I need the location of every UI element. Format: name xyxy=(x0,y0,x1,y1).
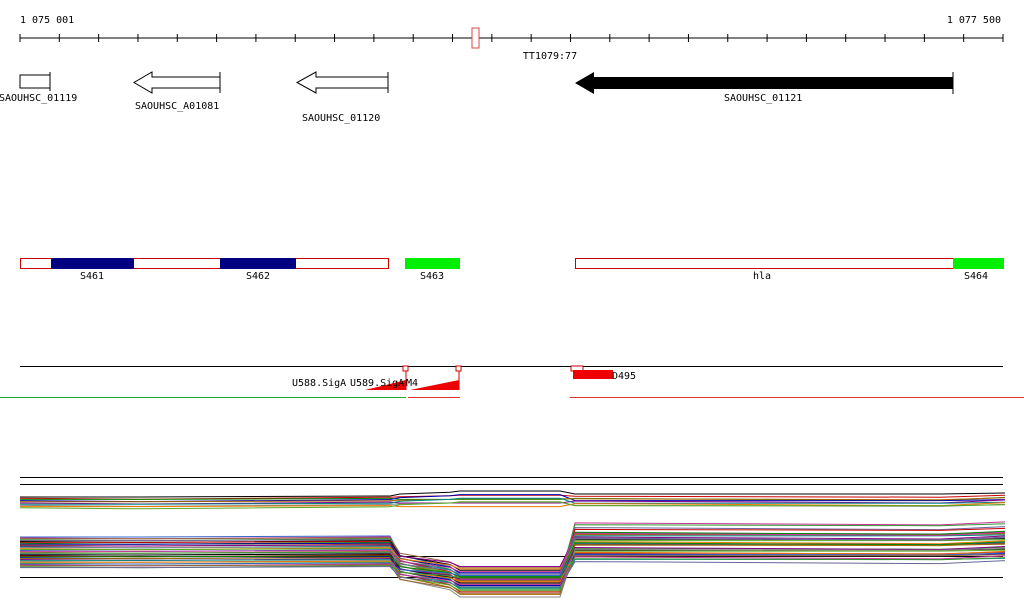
expression-trace xyxy=(20,531,1006,573)
gene-arrow xyxy=(575,72,953,94)
region xyxy=(405,258,460,269)
region-outline xyxy=(575,258,1004,269)
gene-label: SAOUHSC_01119 xyxy=(0,93,77,104)
signal-label: M4 xyxy=(406,378,418,389)
signal-triangle xyxy=(365,380,406,390)
region-label: S461 xyxy=(80,271,104,282)
ruler-start: 1 075 001 xyxy=(20,15,74,26)
expression-trace xyxy=(20,554,1006,594)
signal-tick xyxy=(455,365,462,372)
signal-tick xyxy=(402,365,409,372)
signal-box xyxy=(573,370,613,379)
region xyxy=(51,258,134,269)
expression-trace xyxy=(19,494,1006,503)
expression-trace xyxy=(20,535,1006,567)
expression-trace xyxy=(19,501,1006,510)
expression-trace xyxy=(20,552,1006,576)
gene-label: SAOUHSC_A01081 xyxy=(135,101,219,112)
gene-box xyxy=(19,74,51,89)
gene-arrow xyxy=(295,71,389,94)
gene-arrow xyxy=(133,71,221,94)
expression-trace xyxy=(20,490,1006,498)
signal-label: U589.SigA xyxy=(350,378,404,389)
expression-trace xyxy=(20,550,1006,583)
region-label: hla xyxy=(753,271,771,282)
ruler-end: 1 077 500 xyxy=(947,15,1001,26)
signal-label: U588.SigA xyxy=(292,378,346,389)
ruler-ticks xyxy=(19,34,1004,42)
signal-label: D495 xyxy=(612,371,636,382)
signal-triangle xyxy=(410,380,459,390)
region-label: S462 xyxy=(246,271,270,282)
expression-trace xyxy=(20,497,1006,505)
marker-label: TT1079:77 xyxy=(523,51,577,62)
region-outline xyxy=(20,258,389,269)
expression-trace xyxy=(20,502,1006,508)
marker-box xyxy=(471,27,480,49)
expression-traces xyxy=(19,477,1006,598)
region-label: S463 xyxy=(420,271,444,282)
region xyxy=(953,258,1004,269)
expression-trace xyxy=(20,560,1006,588)
gene-label: SAOUHSC_01121 xyxy=(724,93,802,104)
gene-label: SAOUHSC_01120 xyxy=(302,113,380,124)
region-label: S464 xyxy=(964,271,988,282)
region xyxy=(220,258,296,269)
